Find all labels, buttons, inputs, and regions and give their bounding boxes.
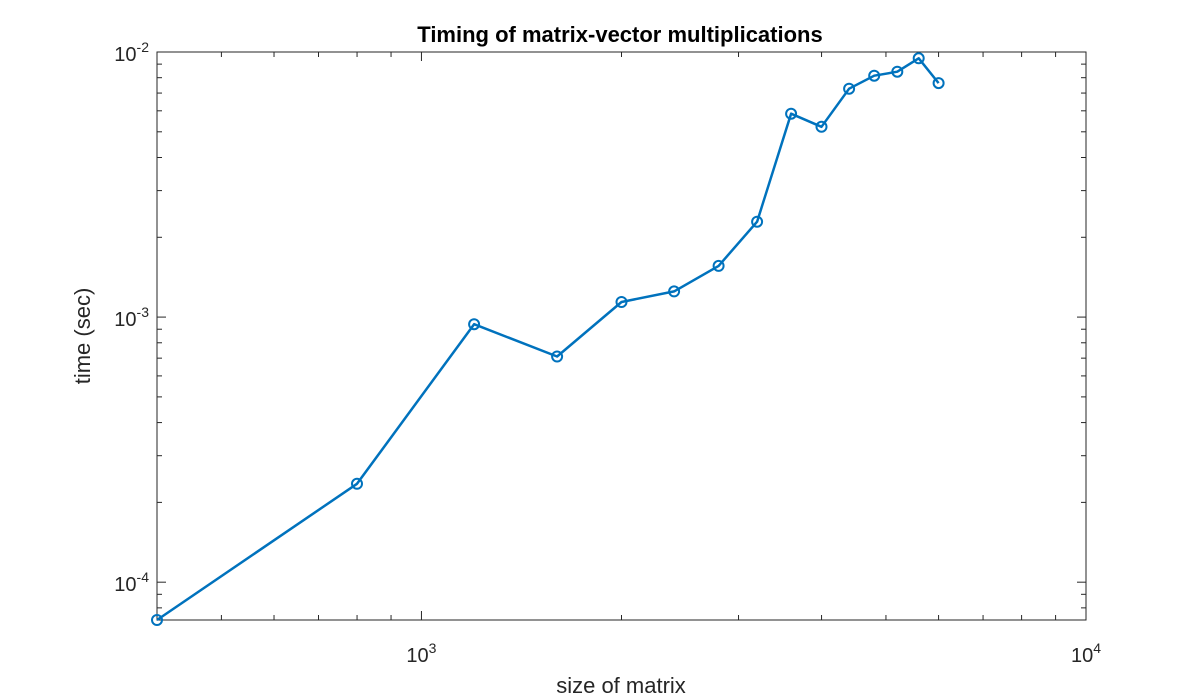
series-line: [156, 57, 940, 622]
data-point: [468, 318, 481, 331]
x-tick-labels: 103 104: [406, 640, 1101, 667]
data-point: [912, 52, 925, 65]
x-tick-label: 104: [1071, 640, 1101, 667]
data-point: [891, 65, 904, 78]
minor-ticks: [157, 52, 1086, 620]
series-layer: [151, 52, 945, 626]
y-tick-label: 10-2: [114, 39, 149, 66]
y-tick-label: 10-3: [114, 304, 149, 331]
chart-title: Timing of matrix-vector multiplications: [417, 22, 822, 47]
x-tick-label: 103: [406, 640, 436, 667]
data-point: [615, 296, 628, 308]
data-point: [815, 120, 828, 133]
data-point: [668, 285, 681, 298]
data-point: [351, 477, 363, 490]
data-point: [843, 82, 856, 95]
data-point: [751, 215, 764, 228]
data-point: [785, 107, 798, 120]
data-point: [712, 259, 725, 272]
y-axis-label: time (sec): [70, 288, 95, 385]
data-point: [551, 350, 564, 363]
data-point: [151, 614, 163, 626]
data-point: [932, 77, 945, 90]
x-axis-label: size of matrix: [556, 673, 686, 698]
plot-area: [157, 52, 1086, 620]
y-tick-labels: 10-4 10-3 10-2: [114, 39, 149, 596]
data-point: [868, 69, 881, 82]
axes-box: [156, 51, 1087, 621]
y-tick-label: 10-4: [114, 569, 149, 596]
